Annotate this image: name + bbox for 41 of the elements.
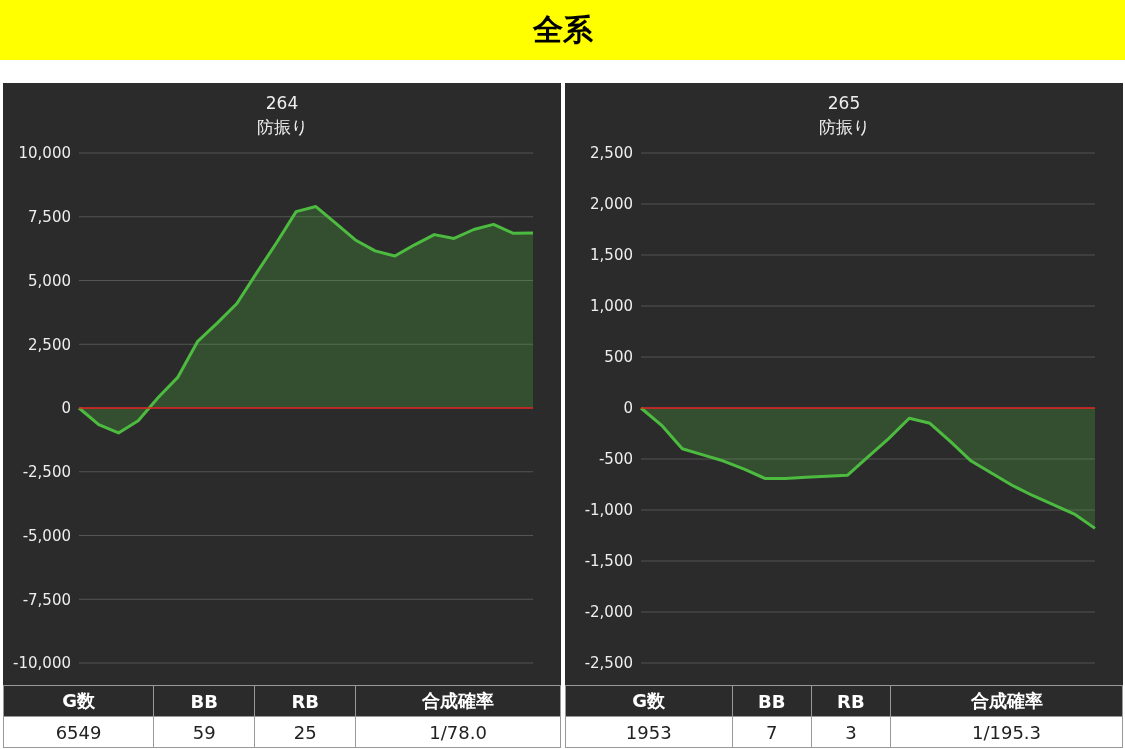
- y-tick-label: -1,500: [584, 552, 633, 571]
- y-tick-label: 500: [604, 348, 633, 367]
- text: 合成確率: [355, 685, 561, 717]
- text: 6549: [3, 716, 154, 748]
- y-tick-label: -1,000: [584, 501, 633, 520]
- text: 59: [153, 716, 255, 748]
- y-tick-label: 10,000: [18, 144, 71, 163]
- text: 7: [732, 716, 812, 748]
- y-tick-label: -2,500: [584, 654, 633, 673]
- y-tick-label: 0: [623, 399, 633, 418]
- text: 3: [811, 716, 891, 748]
- text: BB: [153, 685, 255, 717]
- text: 1/78.0: [355, 716, 561, 748]
- text: G数: [3, 685, 154, 717]
- text: 25: [254, 716, 356, 748]
- y-tick-label: -10,000: [13, 654, 71, 673]
- y-tick-label: -5,000: [22, 526, 71, 545]
- y-tick-label: -2,500: [22, 463, 71, 482]
- y-tick-label: 1,500: [590, 246, 633, 265]
- y-tick-label: -2,000: [584, 603, 633, 622]
- text: 全系: [0, 0, 1125, 60]
- chart-subtitle: 防振り: [817, 116, 871, 139]
- y-tick-label: 2,000: [590, 195, 633, 214]
- chart-title: 265: [826, 92, 862, 115]
- y-tick-label: 5,000: [28, 271, 71, 290]
- y-tick-label: 7,500: [28, 208, 71, 227]
- y-tick-label: -500: [598, 450, 633, 469]
- text: 1953: [565, 716, 733, 748]
- text: 1/195.3: [890, 716, 1123, 748]
- y-tick-label: 0: [61, 399, 71, 418]
- text: RB: [254, 685, 356, 717]
- y-tick-label: -7,500: [22, 590, 71, 609]
- text: BB: [732, 685, 812, 717]
- chart-title: 264: [264, 92, 300, 115]
- text: 合成確率: [890, 685, 1123, 717]
- y-tick-label: 1,000: [590, 297, 633, 316]
- chart-subtitle: 防振り: [255, 116, 309, 139]
- text: G数: [565, 685, 733, 717]
- y-tick-label: 2,500: [590, 144, 633, 163]
- text: RB: [811, 685, 891, 717]
- y-tick-label: 2,500: [28, 335, 71, 354]
